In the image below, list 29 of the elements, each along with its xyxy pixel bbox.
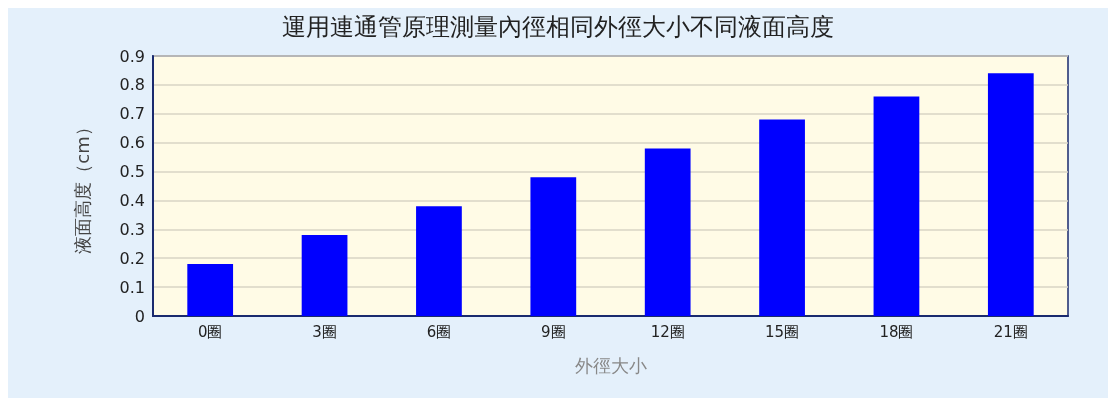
y-tick-label: 0.4 — [119, 190, 145, 210]
bar — [187, 264, 234, 316]
y-tick-label: 0.6 — [119, 133, 145, 153]
bar — [644, 148, 691, 316]
bar — [416, 206, 462, 316]
y-tick-label: 0.1 — [119, 277, 145, 297]
x-tick-label: 9圈 — [541, 322, 566, 341]
x-tick-label: 21圈 — [993, 322, 1028, 341]
y-axis-title: 液面高度（cm） — [71, 118, 93, 254]
y-tick-label: 0.9 — [119, 46, 145, 66]
y-tick-label: 0.7 — [119, 104, 145, 124]
y-tick-label: 0.5 — [119, 162, 145, 182]
x-tick-label: 0圈 — [197, 322, 223, 341]
x-tick-label: 12圈 — [650, 322, 685, 341]
x-tick-label: 3圈 — [312, 322, 337, 341]
y-tick-label: 0.3 — [119, 219, 145, 239]
bar — [987, 73, 1034, 316]
y-tick-label: 0.8 — [119, 75, 145, 95]
y-tick-label: 0 — [134, 306, 145, 326]
bar — [301, 235, 348, 316]
x-tick-label: 18圈 — [879, 322, 914, 341]
bar — [873, 96, 920, 316]
chart-title: 運用連通管原理測量內徑相同外徑大小不同液面高度 — [282, 13, 834, 41]
x-tick-label: 6圈 — [426, 322, 452, 341]
x-tick-label: 15圈 — [765, 322, 800, 341]
bar — [759, 119, 805, 316]
x-axis-title: 外徑大小 — [574, 354, 647, 376]
bar — [530, 177, 577, 316]
y-tick-label: 0.2 — [119, 248, 145, 268]
